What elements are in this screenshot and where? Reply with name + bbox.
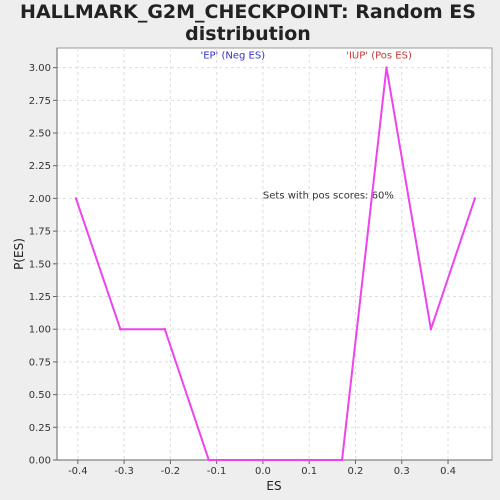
y-tick-label: 0.75 xyxy=(29,357,51,368)
data-point xyxy=(385,66,388,69)
x-tick-label: 0.4 xyxy=(440,466,456,477)
plot-area xyxy=(56,47,493,461)
y-tick-label: 0.50 xyxy=(29,390,51,401)
y-tick-label: 1.25 xyxy=(29,292,51,303)
data-point xyxy=(207,458,210,462)
x-tick-label: 0.2 xyxy=(348,466,364,477)
y-tick-label: 0.25 xyxy=(29,423,51,434)
data-point xyxy=(340,458,344,462)
y-tick-label: 1.75 xyxy=(29,227,51,238)
data-point xyxy=(163,328,167,331)
x-tick-label: -0.4 xyxy=(68,466,88,477)
y-tick-label: 3.00 xyxy=(29,63,51,74)
y-tick-label: 1.50 xyxy=(29,259,51,270)
y-tick-label: 2.00 xyxy=(29,194,51,205)
annotation-1: 'IUP' (Pos ES) xyxy=(346,50,412,61)
chart-title-line-1: HALLMARK_G2M_CHECKPOINT: Random ES xyxy=(20,1,476,23)
annotation-0: 'EP' (Neg ES) xyxy=(200,50,265,61)
y-tick-label: 0.00 xyxy=(29,456,51,467)
y-tick-label: 2.50 xyxy=(29,129,51,140)
x-tick-label: 0.1 xyxy=(301,466,317,477)
data-point xyxy=(119,328,122,331)
x-tick-label: -0.1 xyxy=(207,466,227,477)
y-axis-label: P(ES) xyxy=(12,238,26,270)
x-tick-label: -0.2 xyxy=(161,466,181,477)
x-tick-label: -0.3 xyxy=(114,466,134,477)
data-point xyxy=(473,197,477,200)
chart-title-line-2: distribution xyxy=(185,23,311,45)
x-tick-label: 0.3 xyxy=(394,466,410,477)
annotations: 'EP' (Neg ES) 'IUP' (Pos ES) Sets with pos… xyxy=(200,50,411,201)
y-tick-label: 2.75 xyxy=(29,96,51,107)
data-point xyxy=(429,328,433,331)
axes: -0.4 -0.3 -0.2 -0.1 0.0 0.1 0.2 0.3 0.4 0.00 0.25 0… xyxy=(29,48,492,477)
data-point xyxy=(74,197,78,200)
data-point xyxy=(296,458,299,462)
series-layer xyxy=(74,66,477,462)
y-tick-label: 1.00 xyxy=(29,325,51,336)
x-tick-label: 0.0 xyxy=(255,466,271,477)
x-axis-label: ES xyxy=(266,479,281,493)
y-tick-label: 2.25 xyxy=(29,161,51,172)
annotation-2: Sets with pos scores: 60% xyxy=(263,190,394,201)
